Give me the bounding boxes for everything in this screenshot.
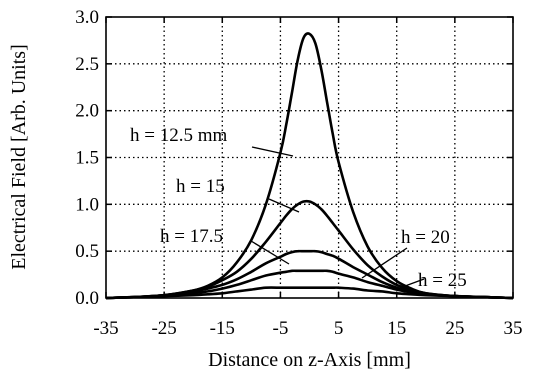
annotation-leader	[396, 278, 425, 290]
tick-marks	[105, 16, 514, 299]
series-line-1	[105, 32, 514, 300]
y-tick-label: 3.0	[75, 7, 99, 28]
x-tick-label: 25	[445, 318, 464, 339]
y-tick-label: 2.5	[75, 54, 99, 75]
x-tick-label: -15	[210, 318, 235, 339]
y-tick-label: 1.5	[75, 148, 99, 169]
curve-annotation: h = 17.5	[160, 226, 223, 247]
series-line-3	[105, 249, 514, 300]
y-tick-labels: 0.0 0.5 1.0 1.5 2.0 2.5 3.0	[75, 7, 99, 309]
annotation-leader	[268, 198, 300, 213]
curve-annotations: h = 12.5 mm h = 15 h = 17.5 h = 20 h = 25	[130, 125, 467, 291]
curve-annotation: h = 15	[176, 176, 225, 197]
annotation-leader	[250, 240, 290, 265]
x-tick-label: -5	[273, 318, 289, 339]
x-tick-label: -35	[93, 318, 118, 339]
x-axis-label: Distance on z-Axis [mm]	[208, 349, 411, 371]
x-tick-label: -25	[151, 318, 176, 339]
series-line-5	[105, 286, 514, 300]
grid-lines	[106, 17, 513, 298]
annotation-leader	[361, 247, 408, 279]
series-line-2	[105, 199, 514, 300]
x-tick-label: 35	[504, 318, 523, 339]
x-tick-label: 5	[334, 318, 344, 339]
y-tick-label: 2.0	[75, 101, 99, 122]
y-axis-label: Electrical Field [Arb. Units]	[8, 44, 30, 270]
curve-annotation: h = 12.5 mm	[130, 125, 227, 146]
curve-annotation: h = 20	[401, 227, 450, 248]
y-tick-label: 0.5	[75, 241, 99, 262]
x-tick-label: 15	[387, 318, 406, 339]
y-tick-label: 0.0	[75, 288, 99, 309]
annotation-leader	[251, 146, 294, 157]
series-line-4	[105, 269, 514, 300]
x-tick-labels: -35 -25 -15 -5 5 15 25 35	[93, 318, 522, 339]
series-curves	[105, 32, 514, 300]
y-tick-label: 1.0	[75, 194, 99, 215]
curve-annotation: h = 25	[418, 270, 467, 291]
